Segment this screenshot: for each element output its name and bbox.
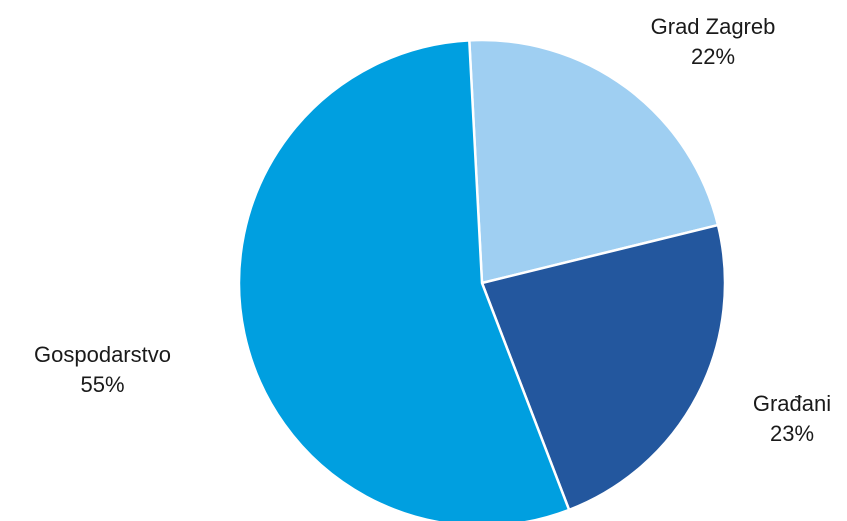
pie-slice-grad-zagreb xyxy=(468,38,720,285)
label-gospodarstvo-name: Gospodarstvo xyxy=(34,342,171,367)
label-gospodarstvo: Gospodarstvo 55% xyxy=(0,340,205,400)
label-grad-zagreb: Grad Zagreb 22% xyxy=(628,12,798,72)
label-grad-zagreb-percent: 22% xyxy=(690,44,736,69)
label-gradani-name: Građani xyxy=(752,391,832,416)
label-gradani-percent: 23% xyxy=(769,421,815,446)
label-grad-zagreb-name: Grad Zagreb xyxy=(650,14,776,39)
pie-slice-gospodarstvo xyxy=(237,39,571,521)
pie-slices xyxy=(237,38,727,521)
label-gospodarstvo-percent: 55% xyxy=(80,372,125,397)
label-gradani: Građani 23% xyxy=(737,389,847,449)
